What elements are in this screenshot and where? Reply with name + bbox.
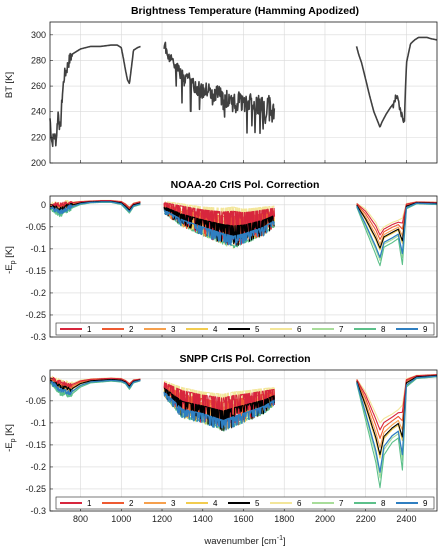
legend-label-6: 6 — [297, 499, 302, 508]
legend-label-7: 7 — [339, 499, 344, 508]
panel-1-title: Brightness Temperature (Hamming Apodized… — [131, 5, 359, 17]
y-tick-label: 280 — [31, 55, 46, 65]
x-tick-label: 1600 — [233, 514, 253, 524]
x-label-main: wavenumber [cm — [203, 536, 276, 547]
panel-2-y-label-main: -E — [4, 264, 15, 274]
bt-series-line-3 — [355, 36, 438, 128]
panel-3-y-label-sub: p — [10, 438, 17, 442]
y-tick-label: 220 — [31, 132, 46, 142]
panel-snpp-correction: SNPP CrIS Pol. Correction -Ep [K] -0.3-0… — [4, 353, 438, 547]
legend-label-5: 5 — [255, 325, 260, 334]
legend-label-8: 8 — [381, 499, 386, 508]
x-tick-label: 2000 — [315, 514, 335, 524]
panel-3-title: SNPP CrIS Pol. Correction — [179, 353, 310, 365]
legend-label-2: 2 — [129, 499, 134, 508]
panel-1-frame — [49, 21, 438, 164]
legend-label-4: 4 — [213, 499, 218, 508]
y-tick-label: -0.25 — [25, 484, 46, 494]
bt-series-line-1 — [49, 44, 141, 148]
panel-2-y-label-unit: [K] — [4, 246, 15, 260]
legend-label-3: 3 — [171, 325, 176, 334]
panel-3-frame — [49, 369, 438, 512]
panel-2-y-ticks: -0.3 -0.25 -0.2 -0.15 -0.1 -0.05 0 — [25, 200, 53, 342]
panel-3-legend: 1 2 3 4 5 6 7 8 9 — [55, 496, 435, 510]
y-tick-label: -0.1 — [30, 418, 46, 428]
panel-1-plot-area — [49, 36, 438, 148]
panel-3-plot-area — [49, 373, 438, 489]
panel-2-plot-area — [49, 199, 438, 267]
legend-label-8: 8 — [381, 325, 386, 334]
x-tick-label: 2200 — [356, 514, 376, 524]
y-tick-label: -0.15 — [25, 440, 46, 450]
bt-series-line-2 — [163, 41, 276, 134]
legend-label-4: 4 — [213, 325, 218, 334]
panel-2-y-label-sub: p — [10, 260, 17, 264]
x-tick-label: 1000 — [111, 514, 131, 524]
x-tick-label: 1400 — [193, 514, 213, 524]
panel-noaa20-correction: NOAA-20 CrIS Pol. Correction -Ep [K] -0.… — [4, 179, 438, 342]
panel-2-y-axis-label: -Ep [K] — [4, 246, 17, 274]
y-tick-label: 260 — [31, 81, 46, 91]
x-tick-label: 800 — [73, 514, 88, 524]
y-tick-label: -0.3 — [30, 332, 46, 342]
legend-label-5: 5 — [255, 499, 260, 508]
x-label-sup: -1 — [277, 535, 283, 542]
y-tick-label: -0.05 — [25, 396, 46, 406]
y-tick-label: -0.2 — [30, 288, 46, 298]
y-tick-label: -0.15 — [25, 266, 46, 276]
y-tick-label: 240 — [31, 107, 46, 117]
y-tick-label: -0.2 — [30, 462, 46, 472]
legend-label-9: 9 — [423, 325, 428, 334]
panel-3-y-ticks: -0.3 -0.25 -0.2 -0.15 -0.1 -0.05 0 — [25, 374, 53, 516]
y-tick-label: -0.25 — [25, 310, 46, 320]
y-tick-label: -0.1 — [30, 244, 46, 254]
y-tick-label: 300 — [31, 30, 46, 40]
legend-label-1: 1 — [87, 499, 92, 508]
y-tick-label: -0.05 — [25, 222, 46, 232]
x-tick-label: 1800 — [274, 514, 294, 524]
x-tick-label: 1200 — [152, 514, 172, 524]
panel-3-x-ticks: 800 1000 1200 1400 1600 1800 2000 2200 2400 — [73, 514, 416, 524]
panel-3-grid — [50, 370, 437, 512]
series-line-9 — [49, 375, 438, 473]
panel-2-title: NOAA-20 CrIS Pol. Correction — [171, 179, 320, 191]
panel-1-y-axis-label: BT [K] — [4, 72, 15, 98]
legend-label-3: 3 — [171, 499, 176, 508]
y-tick-label: 200 — [31, 158, 46, 168]
x-tick-label: 2400 — [396, 514, 416, 524]
legend-label-6: 6 — [297, 325, 302, 334]
series-line-9 — [49, 201, 438, 259]
panel-2-frame — [49, 195, 438, 338]
legend-label-1: 1 — [87, 325, 92, 334]
legend-label-2: 2 — [129, 325, 134, 334]
panel-3-x-axis-label: wavenumber [cm-1] — [203, 535, 285, 547]
series-line-5 — [49, 375, 438, 456]
panel-3-y-axis-label: -Ep [K] — [4, 424, 17, 452]
series-line-1 — [49, 374, 438, 431]
x-label-end: ] — [283, 536, 286, 547]
y-tick-label: -0.3 — [30, 506, 46, 516]
panel-brightness-temperature: Brightness Temperature (Hamming Apodized… — [4, 5, 438, 168]
panel-3-y-label-main: -E — [4, 442, 15, 452]
legend-label-7: 7 — [339, 325, 344, 334]
panel-2-legend: 1 2 3 4 5 6 7 8 9 — [55, 322, 435, 336]
y-tick-label: 0 — [41, 374, 46, 384]
y-tick-label: 0 — [41, 200, 46, 210]
legend-label-9: 9 — [423, 499, 428, 508]
panel-3-y-label-unit: [K] — [4, 424, 15, 438]
